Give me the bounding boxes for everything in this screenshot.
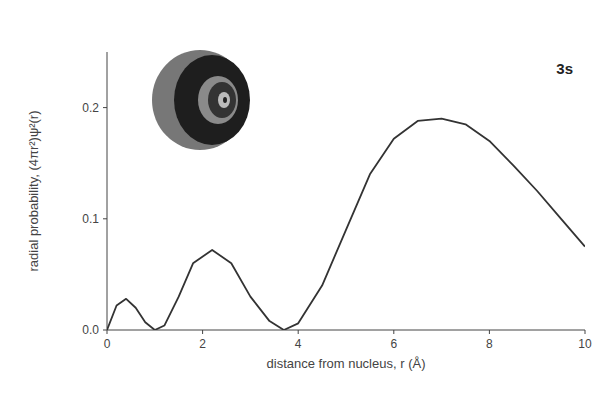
x-tick-label: 0: [104, 337, 111, 351]
x-tick: [107, 330, 108, 334]
plot-area: [107, 119, 585, 330]
x-axis: [107, 330, 585, 331]
y-tick-label: 0.2: [82, 101, 99, 115]
orbital-inset: [152, 50, 250, 150]
y-tick-label: 0.0: [82, 323, 99, 337]
x-tick: [298, 330, 299, 334]
x-tick-label: 2: [199, 337, 206, 351]
chart: 0 2 4 6 8 10 0.0 0.1 0.2 distance from nucleus, r…: [0, 0, 601, 396]
x-tick: [393, 330, 394, 334]
x-tick: [585, 330, 586, 334]
y-axis-title: radial probability, (4πr²)ψ²(r): [26, 110, 41, 271]
x-tick-label: 8: [486, 337, 493, 351]
y-tick: [103, 107, 107, 108]
inset-dark: [174, 55, 250, 145]
x-tick-label: 4: [295, 337, 302, 351]
inset-inner: [208, 82, 236, 118]
title: 3s: [556, 60, 573, 77]
y-tick: [103, 330, 107, 331]
inset-core: [218, 92, 230, 108]
x-tick: [202, 330, 203, 334]
x-tick-label: 10: [578, 337, 592, 351]
inset-nucleus: [223, 97, 227, 103]
inset-mid: [198, 76, 238, 124]
y-tick-label: 0.1: [82, 212, 99, 226]
x-tick: [489, 330, 490, 334]
radial-curve: [107, 119, 585, 330]
x-tick-label: 6: [390, 337, 397, 351]
y-axis: [107, 52, 108, 330]
x-axis-title: distance from nucleus, r (Å): [267, 356, 426, 371]
y-tick: [103, 218, 107, 219]
